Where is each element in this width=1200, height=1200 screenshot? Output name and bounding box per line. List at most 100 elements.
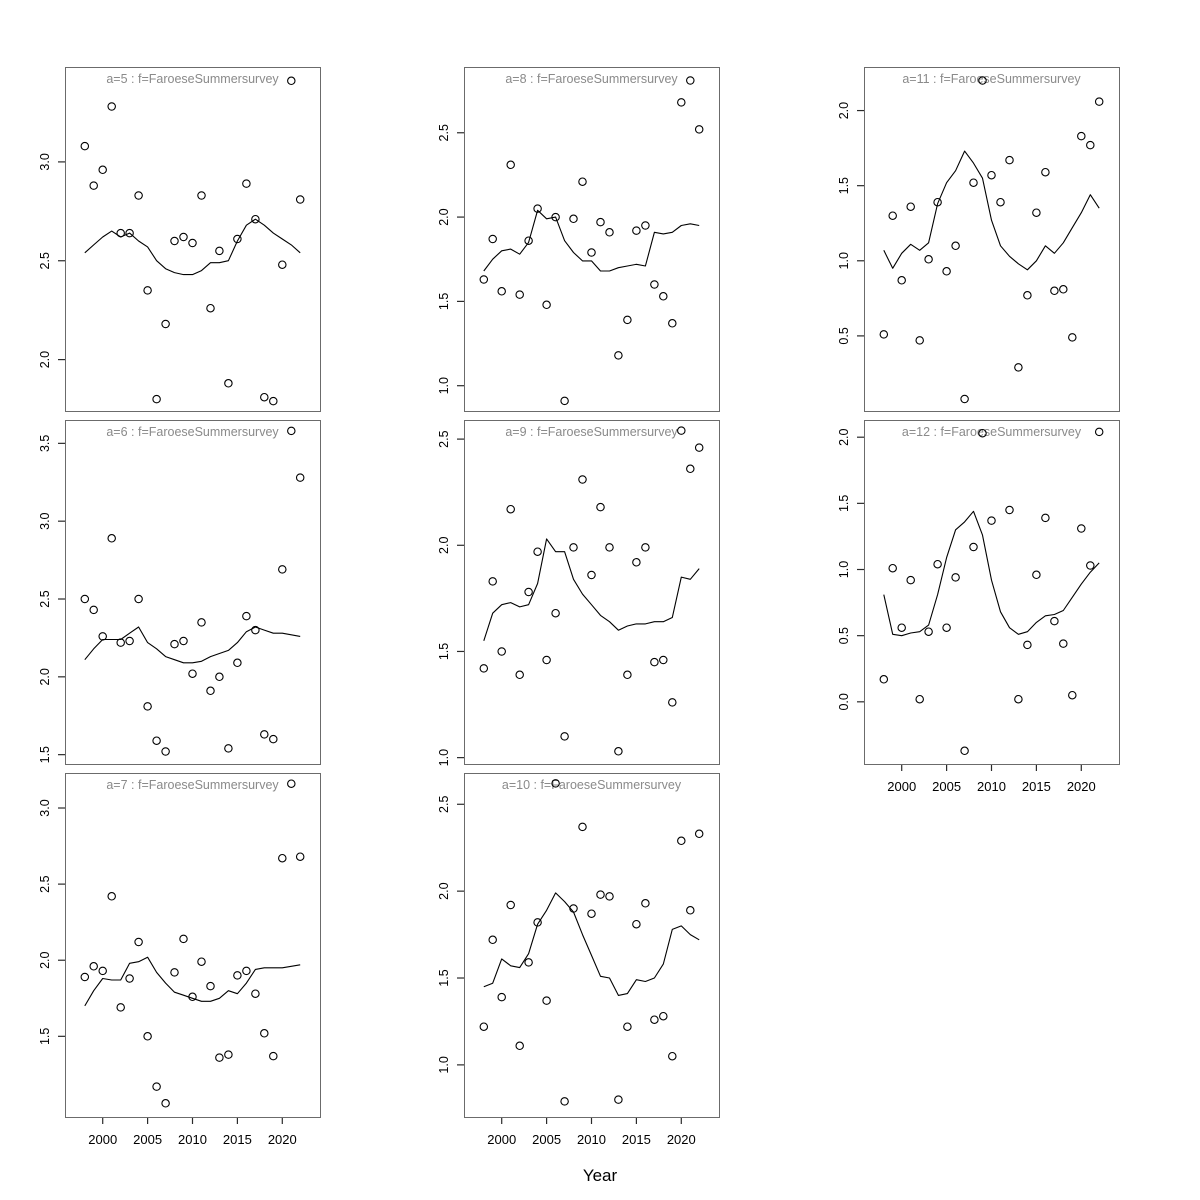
data-point (143, 1032, 152, 1041)
data-point (152, 736, 161, 745)
panel-border (65, 773, 321, 1118)
x-tick-label: 2020 (1067, 779, 1096, 794)
data-point (233, 234, 242, 244)
data-point (668, 698, 677, 707)
y-tick-label: 1.0 (837, 561, 851, 578)
data-point (1086, 140, 1095, 150)
data-point (116, 638, 125, 647)
panel-border (864, 67, 1120, 412)
data-point (551, 608, 560, 618)
data-point (224, 1050, 233, 1059)
data-point (1059, 285, 1068, 294)
y-tick-label: 0.5 (837, 627, 851, 644)
y-tick-label: 2.0 (437, 208, 451, 225)
data-point (915, 694, 924, 704)
data-point (1068, 690, 1077, 700)
data-point (179, 232, 188, 242)
data-point (942, 267, 951, 276)
x-axis-label: Year (583, 1166, 618, 1185)
data-point (497, 287, 506, 296)
data-point (694, 829, 704, 839)
data-point (269, 396, 278, 406)
data-point (641, 899, 650, 908)
data-point (605, 543, 614, 552)
data-point (1032, 208, 1041, 217)
data-point (551, 779, 560, 788)
data-point (1059, 639, 1068, 648)
data-point (1005, 505, 1014, 515)
data-point (897, 623, 906, 632)
data-point (659, 655, 668, 665)
data-point (143, 286, 152, 295)
data-point (134, 594, 143, 604)
data-point (116, 1003, 125, 1012)
data-point (98, 966, 107, 976)
data-point (560, 732, 569, 741)
trend-line (483, 538, 700, 641)
panel-title: a=11 : f=FaroeseSummersurvey (902, 72, 1081, 86)
panel-a9: a=9 : f=FaroeseSummersurvey 1.0 1.5 2.0 2.5 (437, 420, 720, 766)
y-tick-label: 1.0 (437, 1056, 451, 1073)
data-point (152, 394, 161, 404)
data-point (560, 1097, 569, 1106)
data-point (632, 919, 641, 929)
y-tick-label: 2.5 (437, 796, 451, 813)
data-point (623, 670, 632, 680)
data-point (233, 971, 242, 980)
data-point (659, 1011, 668, 1021)
data-point (596, 890, 605, 899)
data-point (170, 968, 179, 977)
y-tick-label: 1.5 (437, 643, 451, 660)
panel-title: a=5 : f=FaroeseSummersurvey (106, 72, 279, 86)
data-point (897, 276, 906, 285)
panel-a12: a=12 : f=FaroeseSummersurvey 0.0 0.5 1.0 1.5… (837, 420, 1120, 794)
data-point (497, 647, 506, 656)
data-point (1077, 131, 1086, 141)
data-point (996, 197, 1005, 207)
x-tick-label: 2000 (88, 1132, 117, 1147)
trend-line (483, 209, 700, 272)
data-point (614, 1095, 623, 1104)
data-point (632, 558, 641, 567)
panel-a10: a=10 : f=FaroeseSummersurvey 1.0 1.5 2.0 2.5… (437, 773, 720, 1147)
data-point (578, 177, 587, 186)
data-point (942, 623, 951, 632)
data-point (578, 822, 587, 832)
data-point (125, 228, 134, 238)
data-point (650, 657, 659, 667)
x-tick-label: 2020 (667, 1132, 696, 1147)
data-point (479, 1022, 489, 1031)
data-point (206, 981, 215, 991)
data-point (479, 275, 489, 284)
data-point (969, 178, 978, 187)
data-point (888, 563, 897, 573)
data-point (488, 577, 497, 586)
data-point (641, 543, 650, 552)
data-point (906, 202, 915, 211)
data-point (188, 238, 197, 248)
data-point (107, 102, 116, 111)
data-point (533, 918, 542, 927)
panel-border (464, 67, 720, 412)
panel-border (864, 420, 1120, 765)
data-point (924, 627, 933, 636)
panel-border (464, 773, 720, 1118)
trend-line (883, 150, 1100, 271)
x-tick-label: 2005 (532, 1132, 561, 1147)
data-point (1023, 640, 1032, 650)
data-point (694, 443, 704, 452)
y-tick-label: 1.0 (437, 749, 451, 766)
data-point (533, 204, 542, 213)
data-point (677, 836, 686, 846)
data-point (242, 611, 251, 621)
data-point (1014, 363, 1023, 372)
data-point (542, 655, 551, 665)
data-point (215, 1053, 224, 1062)
y-tick-label: 1.5 (38, 746, 52, 763)
data-point (170, 639, 179, 649)
data-point (188, 992, 197, 1002)
data-point (1077, 524, 1086, 533)
data-point (560, 396, 569, 406)
data-point (623, 315, 632, 325)
